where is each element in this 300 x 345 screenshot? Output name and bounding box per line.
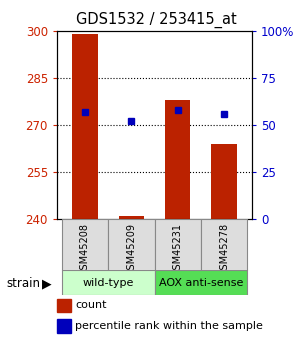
Text: wild-type: wild-type	[82, 278, 134, 287]
Text: GSM45209: GSM45209	[126, 223, 136, 276]
Text: GDS1532 / 253415_at: GDS1532 / 253415_at	[76, 12, 236, 28]
Bar	[61, 270, 154, 295]
Text: GSM45278: GSM45278	[219, 223, 229, 276]
Text: AOX anti-sense: AOX anti-sense	[159, 278, 243, 287]
Text: strain: strain	[6, 277, 40, 290]
Bar	[154, 219, 201, 271]
Bar	[212, 144, 237, 219]
Bar	[61, 219, 108, 271]
Bar	[165, 100, 190, 219]
Bar	[72, 34, 98, 219]
Bar	[201, 219, 247, 271]
Text: GSM45231: GSM45231	[173, 223, 183, 276]
Text: GSM45208: GSM45208	[80, 223, 90, 276]
Text: ▶: ▶	[42, 277, 51, 290]
Bar	[108, 219, 154, 271]
Bar	[118, 216, 144, 219]
Text: count: count	[75, 300, 106, 310]
Bar	[154, 270, 248, 295]
Text: percentile rank within the sample: percentile rank within the sample	[75, 321, 263, 331]
